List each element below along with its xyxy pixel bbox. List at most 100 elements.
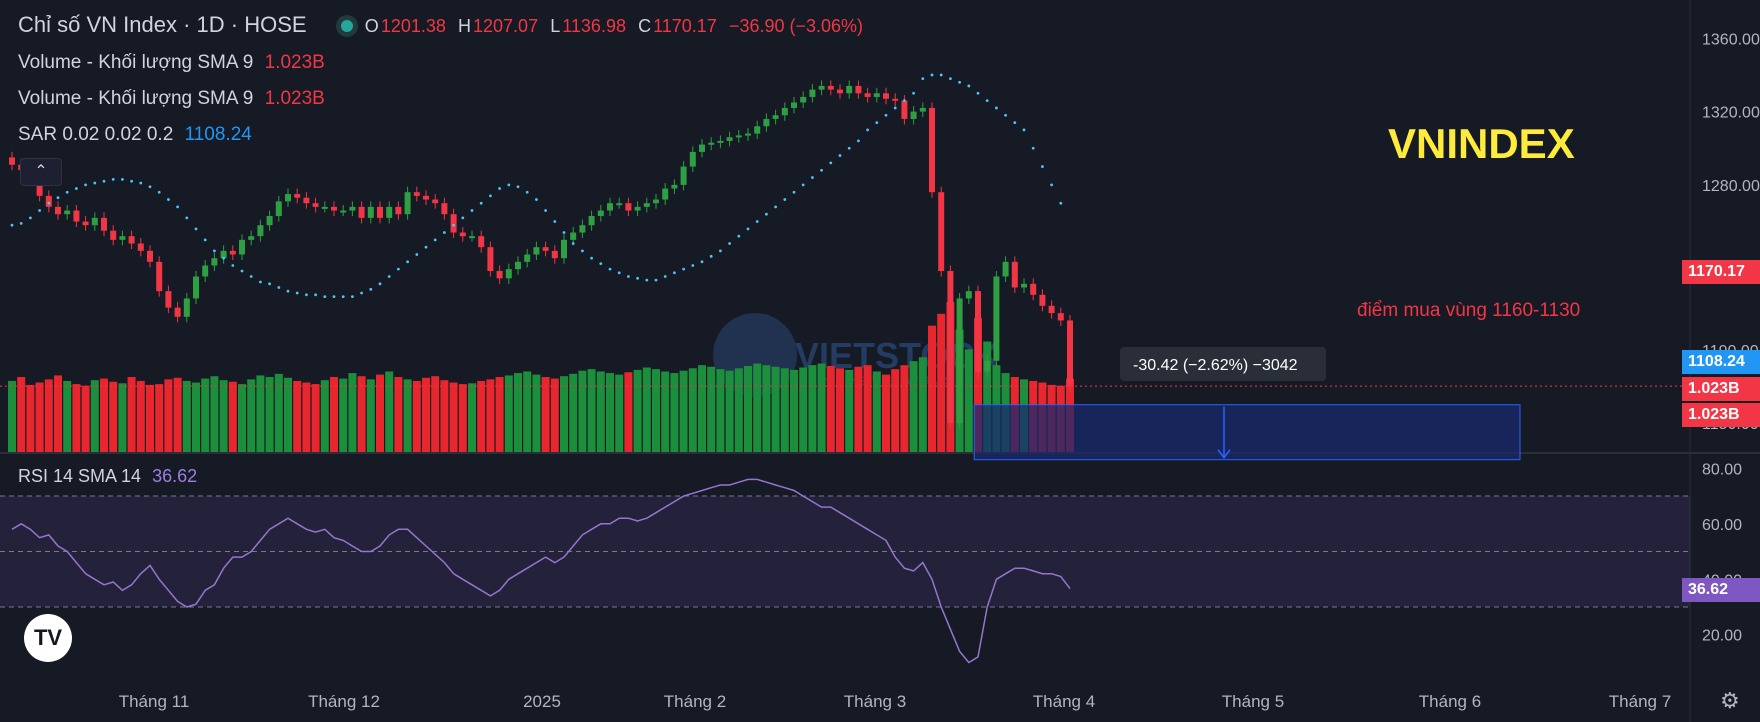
open-value: 1201.38 — [380, 16, 446, 36]
volume-bar — [845, 369, 854, 452]
candle-body — [901, 100, 908, 119]
sar-dot — [19, 221, 23, 225]
sar-dot — [176, 205, 180, 209]
candle-body — [579, 225, 586, 233]
volume-bar — [523, 371, 532, 452]
buy-zone-rect — [973, 404, 1521, 461]
sar-dot — [305, 293, 308, 297]
candle-body — [846, 85, 853, 94]
volume-bar — [127, 377, 136, 452]
candle-body — [938, 192, 945, 271]
candle-body — [331, 206, 337, 211]
candle-body — [689, 151, 696, 167]
sar-price-tag: 1108.24 — [1682, 350, 1760, 374]
volume-bar — [974, 317, 982, 452]
volume-bar — [366, 379, 375, 452]
volume-bar — [762, 365, 771, 452]
sar-dot — [912, 91, 915, 95]
open-label: O — [364, 16, 379, 36]
volume-legend-1[interactable]: Volume - Khối lượng SMA 9 1.023B — [18, 52, 331, 74]
sar-dot — [489, 194, 492, 198]
volume-legend-2[interactable]: Volume - Khối lượng SMA 9 1.023B — [18, 88, 331, 110]
volume-bar — [790, 369, 798, 452]
chart-legend-title: Chỉ số VN Index · 1D · HOSE O 1201.38 H 12… — [18, 12, 869, 38]
close-value: 1170.17 — [653, 16, 717, 36]
candle-body — [818, 85, 825, 90]
candle-body — [561, 239, 567, 259]
candle-body — [505, 269, 512, 279]
volume-bar — [734, 368, 743, 452]
candle-body — [735, 135, 742, 138]
volume-bar — [725, 370, 734, 452]
sar-dot — [433, 238, 437, 242]
candle-body — [156, 261, 163, 292]
close-label: C — [638, 16, 652, 36]
candle-body — [147, 250, 153, 262]
volume-bar — [670, 373, 679, 452]
volume-bar — [422, 377, 430, 452]
candle-body — [1048, 305, 1055, 314]
volume-bar — [182, 380, 191, 452]
sar-dot — [847, 146, 851, 150]
candle-body — [82, 221, 89, 226]
volume-bar — [412, 380, 421, 452]
sar-dot — [443, 231, 446, 234]
price-tick-label: 1320.00 — [1702, 105, 1760, 122]
sar-legend[interactable]: SAR 0.02 0.02 0.2 1108.24 — [18, 124, 258, 146]
sar-dot — [222, 256, 226, 260]
volume-bar — [514, 373, 522, 452]
buy-zone-label: điểm mua vùng 1160-1130 — [1357, 300, 1580, 321]
candle-body — [36, 177, 43, 196]
volume-bar — [26, 384, 35, 452]
sar-dot — [967, 84, 971, 88]
volume-bar — [72, 384, 81, 452]
volume-tag-2: 1.023B — [1682, 403, 1760, 427]
candle-body — [340, 210, 347, 213]
sar-dot — [10, 223, 14, 227]
volume-bar — [330, 377, 338, 452]
candle-body — [469, 236, 475, 239]
sar-dot — [1022, 128, 1026, 132]
volume-bar — [17, 377, 26, 452]
sar-dot — [286, 289, 290, 293]
high-label: H — [458, 16, 472, 36]
candle-body — [570, 232, 577, 240]
tradingview-logo-icon[interactable]: TV — [24, 614, 72, 662]
sar-dot — [240, 269, 244, 273]
time-tick-label: Tháng 12 — [308, 692, 380, 711]
symbol-title[interactable]: Chỉ số VN Index · 1D · HOSE — [18, 12, 307, 37]
candle-body — [671, 184, 678, 189]
candle-body — [1030, 283, 1037, 295]
volume-bar — [900, 365, 909, 452]
sar-dot — [746, 227, 750, 231]
sar-dot — [995, 106, 998, 110]
sar-value: 1108.24 — [184, 124, 252, 145]
sar-dot — [203, 238, 207, 242]
candle-body — [919, 107, 926, 112]
rsi-tick-label: 20.00 — [1702, 628, 1742, 645]
sar-dot — [1059, 201, 1063, 205]
candle-body — [386, 206, 393, 218]
sar-dot — [507, 183, 511, 187]
rsi-legend[interactable]: RSI 14 SMA 14 36.62 — [18, 466, 203, 487]
volume-bar — [63, 380, 72, 452]
candle-body — [303, 197, 310, 204]
collapse-legend-button[interactable]: ⌃ — [20, 158, 62, 186]
volume-bar — [293, 380, 302, 452]
sar-dot — [553, 220, 557, 223]
volume-bar — [320, 380, 329, 452]
candle-body — [588, 216, 595, 226]
sar-dot — [452, 223, 455, 227]
volume-bar — [256, 375, 265, 452]
candle-body — [91, 217, 98, 226]
volume-bar — [854, 366, 863, 452]
volume-bar — [652, 369, 660, 452]
sar-dot — [608, 267, 612, 271]
volume-bar — [486, 379, 495, 452]
candle-body — [965, 291, 972, 299]
volume-bar — [504, 375, 513, 452]
gear-icon[interactable]: ⚙ — [1720, 688, 1740, 713]
high-value: 1207.07 — [473, 16, 539, 36]
volume-bar — [495, 377, 504, 452]
